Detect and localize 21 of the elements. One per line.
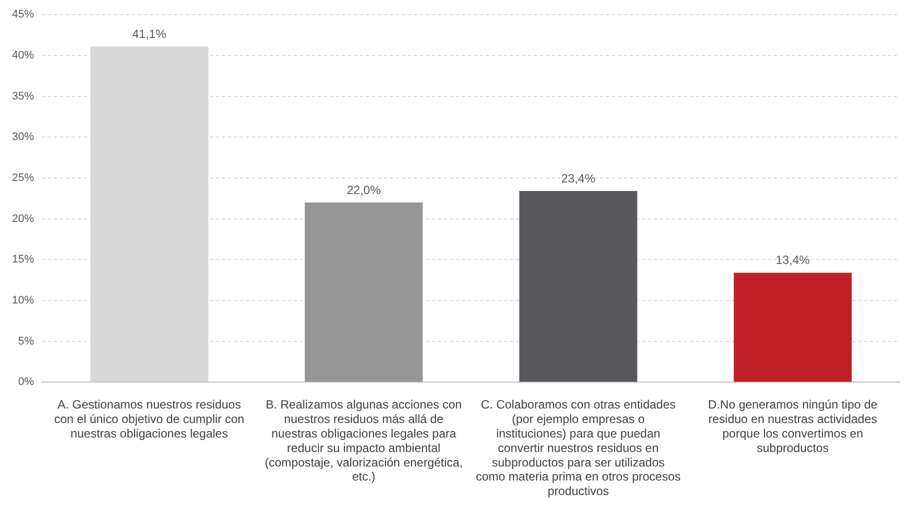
x-tick-label: A. Gestionamos nuestros residuos con el único objetivo de cumplir con nuestras obligaciones legales [54,398,244,441]
y-tick-label: 20% [12,212,34,225]
x-tick-label: D.No generamos ningún tipo de residuo en nuestras actividades porque los convertimos en subproductos [708,398,878,455]
data-label: 41,1% [132,26,167,41]
x-tick-label: C. Colaboramos con otras entidades (por ejemplo empresas o instituciones) para que puedan convertir nuestros residuos en subproductos para ser utilizados como materia prima en otros procesos productivos [476,398,681,498]
bar [734,272,852,382]
bar [304,202,423,382]
data-label: 22,0% [346,182,382,197]
data-label: 23,4% [561,171,596,186]
data-label: 13,4% [776,253,810,268]
y-tick-label: 40% [12,49,34,62]
y-tick-label: 15% [12,254,34,266]
y-tick-label: 5% [18,335,34,348]
y-tick-label: 0% [18,376,34,388]
y-tick-label: 45% [12,8,34,21]
y-tick-label: 25% [12,172,34,184]
y-tick-label: 35% [12,90,34,102]
y-tick-label: 10% [12,294,34,307]
bar [519,191,638,382]
y-tick-label: 30% [12,131,34,144]
x-tick-label: B. Realizamos algunas acciones con nuestros residuos más allá de nuestras obligaciones legales para reducir su impacto ambiental (compostaje, valorización energética, etc.) [264,398,463,484]
